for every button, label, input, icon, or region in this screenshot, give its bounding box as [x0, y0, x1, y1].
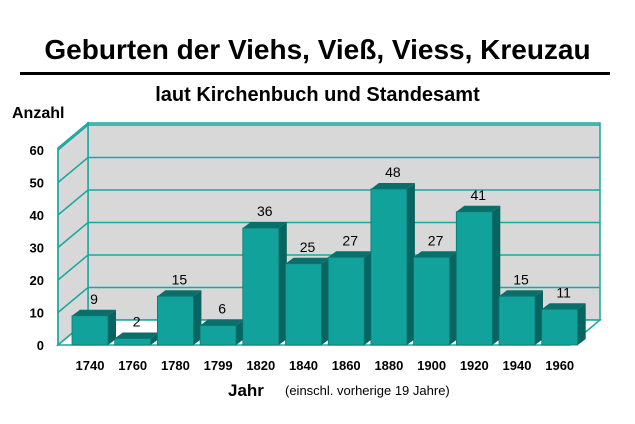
bar-top	[114, 332, 159, 339]
bar	[413, 256, 451, 346]
bar	[370, 188, 408, 346]
bar-top	[541, 303, 586, 310]
bar-value-label: 27	[428, 232, 444, 248]
bar	[498, 295, 536, 346]
x-tick-label: 1940	[503, 358, 532, 373]
chart-subtitle: laut Kirchenbuch und Standesamt	[155, 84, 480, 106]
bar-value-label: 9	[90, 291, 98, 307]
bar-value-label: 15	[513, 271, 529, 287]
gridline	[57, 124, 600, 151]
bar	[71, 315, 109, 346]
bar-side	[193, 290, 202, 345]
bar-value-label: 36	[257, 203, 273, 219]
x-tick-label: 1780	[161, 358, 190, 373]
bar-top	[200, 319, 245, 326]
bar-value-label: 48	[385, 164, 401, 180]
bar-value-label: 6	[218, 301, 226, 317]
bar-side	[406, 183, 415, 345]
bar-top	[370, 183, 415, 189]
y-tick-label: 0	[37, 338, 44, 353]
bar	[156, 295, 194, 346]
x-tick-label: 1900	[417, 358, 446, 373]
bar-value-label: 11	[556, 284, 571, 300]
x-tick-label: 1820	[246, 358, 275, 373]
bar-top	[328, 251, 373, 258]
bar-top	[72, 309, 116, 316]
bar	[242, 227, 280, 346]
bar-side	[108, 309, 116, 345]
bar-side	[492, 205, 501, 345]
bar-side	[535, 290, 543, 345]
x-tick-label: 1760	[118, 358, 147, 373]
x-tick-label: 1920	[460, 358, 489, 373]
bar	[455, 211, 493, 346]
bar-top	[413, 251, 458, 258]
x-tick-label: 1880	[374, 358, 403, 373]
bar-value-label: 27	[342, 232, 358, 248]
bar	[114, 338, 152, 346]
bar-side	[236, 319, 245, 345]
x-tick-label: 1860	[332, 358, 361, 373]
bar-side	[150, 332, 159, 345]
bar-value-label: 2	[133, 314, 141, 330]
bar-value-label: 25	[300, 239, 316, 255]
bar-value-label: 15	[172, 271, 188, 287]
x-tick-label: 1840	[289, 358, 318, 373]
bar-top	[499, 290, 543, 297]
bar-side	[577, 303, 586, 345]
gridline	[57, 221, 600, 249]
chart-title: Geburten der Viehs, Vieß, Viess, Kreuzau	[44, 34, 591, 65]
bar	[285, 263, 322, 346]
x-tick-label: 1740	[76, 358, 105, 373]
bar-value-label: 41	[471, 187, 487, 203]
y-tick-label: 60	[30, 143, 44, 158]
bar-side	[278, 222, 287, 345]
bar	[541, 308, 579, 346]
x-axis-note: (einschl. vorherige 19 Jahre)	[285, 383, 450, 398]
bar-top	[157, 290, 202, 297]
x-axis-label: Jahr	[228, 381, 264, 400]
y-tick-label: 10	[30, 306, 44, 321]
bar-side	[364, 251, 373, 345]
bar-top	[456, 205, 501, 212]
y-axis-label: Anzahl	[12, 105, 65, 122]
x-tick-label: 1799	[204, 358, 233, 373]
gridline	[57, 189, 600, 216]
bar-top	[242, 222, 287, 228]
bar-side	[449, 251, 458, 345]
y-tick-label: 40	[30, 208, 44, 223]
y-tick-label: 20	[30, 273, 44, 288]
gridline	[57, 156, 600, 184]
y-tick-label: 30	[30, 241, 44, 256]
bar	[327, 256, 365, 346]
bar-side	[321, 257, 330, 345]
title-underline	[20, 72, 610, 75]
bar	[199, 325, 237, 346]
x-tick-label: 1960	[545, 358, 574, 373]
y-tick-label: 50	[30, 176, 44, 191]
bar-top	[285, 257, 330, 264]
